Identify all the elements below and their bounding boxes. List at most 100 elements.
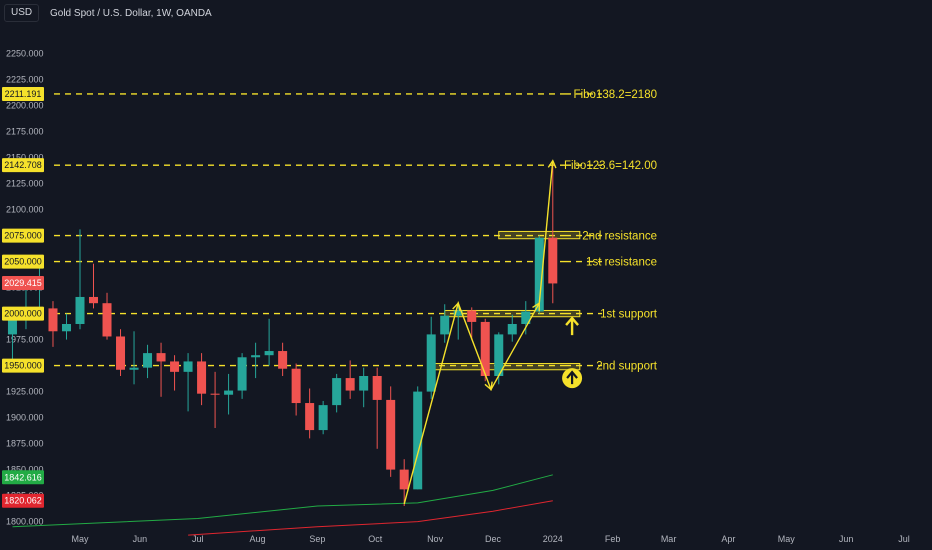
candle-up [440,304,450,343]
candle-down [386,386,396,477]
level-label: 1st support [600,309,658,321]
x-axis: May Jun Jul Aug Sep Oct Nov Dec 2024 Feb Mar Apr May… [71,534,909,544]
x-tick-label: Jun [133,534,148,544]
candle-body [143,353,153,368]
candle-down [89,263,99,309]
ma-price-tag: 1842.616 [4,472,42,482]
candle-up [521,301,531,335]
y-tick-label: 1875.000 [6,439,44,449]
candle-body [224,390,234,395]
candle-down [170,355,180,391]
candle-down [291,363,301,416]
candle-up [129,331,139,385]
level-price-tag: 2075.000 [4,231,42,241]
candle-down [480,318,490,382]
level-price-tag-bg [2,158,44,173]
candle-body [494,334,504,376]
candle-down [156,342,166,397]
x-tick-label: Feb [605,534,621,544]
level-label: 2nd support [596,361,658,373]
last-price-tag-bg [2,276,44,291]
candle-body [210,393,220,395]
candle-down [548,163,558,304]
candle-body [278,351,288,369]
up-arrow-icon [565,316,579,336]
x-tick-label: Apr [721,534,735,544]
candle-down [210,371,220,428]
candle-down [345,360,355,399]
x-tick-label: 2024 [543,534,563,544]
projection-arrowhead [547,159,557,169]
candle-body [75,296,85,324]
candle-down [372,367,382,449]
level-price-tag: 2050.000 [4,257,42,267]
x-tick-label: Jul [192,534,204,544]
y-tick-label: 2125.000 [6,179,44,189]
candle-body [183,361,193,372]
level-price-tag-bg [2,86,44,101]
x-tick-label: Sep [309,534,325,544]
candle-body [170,361,180,372]
candle-body [467,310,477,322]
candle-body [197,361,207,394]
candle-down [116,329,126,376]
candle-body [507,324,517,335]
projection-arrowhead [532,301,540,312]
y-tick-label: 1925.000 [6,387,44,397]
y-tick-label: 2225.000 [6,75,44,85]
x-tick-label: Jun [839,534,854,544]
ma-price-tag: 1820.062 [4,496,42,506]
candle-up [61,313,71,340]
y-tick-label: 1850.000 [6,465,44,475]
candle-up [143,344,153,379]
currency-button[interactable]: USD [4,4,40,22]
candle-body [129,367,139,370]
candle-up [332,373,342,413]
candle-up [264,318,274,366]
candle-up [75,229,85,330]
candle-body [264,351,274,356]
candle-body [426,334,436,392]
candle-up [453,303,463,340]
x-tick-label: Jul [898,534,910,544]
y-tick-label: 1800.000 [6,517,44,527]
candle-body [480,321,490,376]
candle-up [237,353,247,399]
level-price-tag: 2211.191 [5,89,42,99]
candle-body [156,353,166,362]
y-tick-label: 1975.000 [6,335,44,345]
candle-body [48,308,58,332]
chart-header: USD Gold Spot / U.S. Dollar, 1W, OANDA [0,0,932,26]
level-price-tag-bg [2,254,44,269]
projection-arrowhead [452,301,461,312]
y-tick-label: 1900.000 [6,413,44,423]
candle-up [359,367,369,408]
candle-up [251,342,261,379]
x-tick-label: Dec [485,534,502,544]
candle-up [224,373,234,415]
candle-body [372,376,382,400]
candle-body [7,318,17,335]
candle-down [278,342,288,376]
candle-down [305,388,315,439]
candle-body [116,336,126,370]
x-tick-label: May [71,534,89,544]
up-arrow-icon [566,370,578,385]
candle-down [399,459,409,506]
candle-body [291,368,301,404]
candle-body [359,376,369,391]
x-tick-label: May [778,534,796,544]
y-tick-label: 2150.000 [6,153,44,163]
level-price-tag-bg [2,228,44,243]
level-label: 2nd resistance [582,231,657,243]
candle-up [318,400,328,435]
ma-price-tag-bg [2,470,44,485]
candle-body [251,355,261,358]
candle-down [197,353,207,406]
y-tick-label: 2250.000 [6,49,44,59]
ma-price-tag-bg [2,493,44,508]
y-tick-label: 2100.000 [6,205,44,215]
candle-body [534,237,544,312]
